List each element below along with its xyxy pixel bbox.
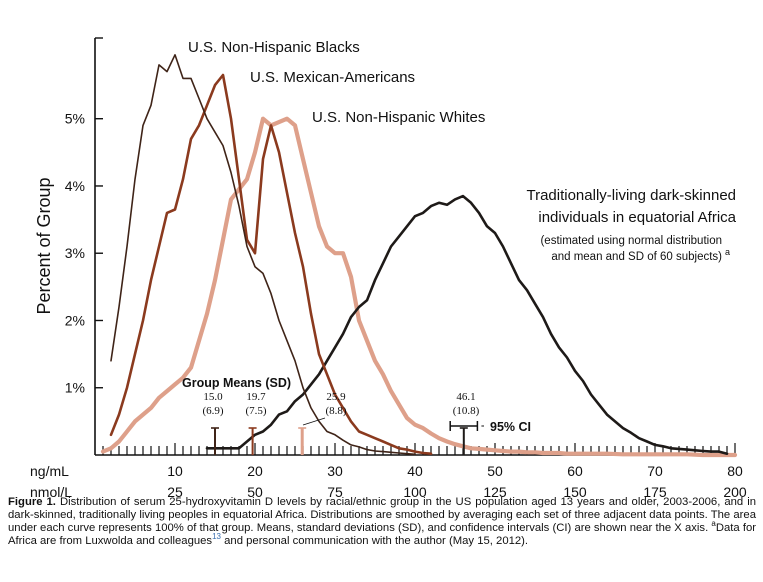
y-tick-label: 5% [65,111,85,127]
x-tick-label-nmol: 175 [643,484,667,500]
y-axis-label: Percent of Group [34,177,54,314]
x-tick-label-ng: 30 [327,463,343,479]
x-tick-label-ng: 70 [647,463,663,479]
caption-text2: Data for Africa are from Luxwolda and co… [8,522,756,547]
series-layer [100,53,738,458]
y-tick-label: 4% [65,178,85,194]
caption-text3: and personal communication with the auth… [224,535,529,547]
x-tick-label-nmol: 100 [403,484,427,500]
series-line-2 [109,73,433,456]
series-line-1 [110,53,416,456]
x-tick-label-nmol: 25 [167,484,183,500]
chart: 1% 2% 3% 4% 5% Percent of Group 10 25 20 50 30 75 40… [30,37,747,500]
x-tick-label-nmol: 125 [483,484,507,500]
series-label-4: individuals in equatorial Africa [538,209,736,226]
series-line-4 [205,194,729,456]
mean-sd-2: (7.5) [245,405,266,417]
caption-sup-a: a [711,519,716,529]
axes: 1% 2% 3% 4% 5% Percent of Group 10 25 20 50 30 75 40… [30,37,747,500]
mean-sd-3: (8.8) [325,405,346,417]
x-tick-label-nmol: 50 [247,484,263,500]
mean-value-2: 19.7 [246,391,266,403]
africa-note-line: (estimated using normal distribution [540,235,722,247]
means-layer: Group Means (SD)15.0 (6.9) 19.7 (7.5) 25.9 (8… [182,376,531,455]
x-tick-label-ng: 50 [487,463,503,479]
africa-note-line: and mean and SD of 60 subjects) [551,251,722,263]
series-label-3: U.S. Non-Hispanic Whites [312,109,485,126]
x-tick-label-nmol: 150 [563,484,587,500]
group-means-title: Group Means (SD) [182,376,291,390]
x-tick-label-ng: 60 [567,463,583,479]
y-tick-label: 2% [65,312,85,328]
x-tick-label-ng: 40 [407,463,423,479]
mean-sd-4: (10.8) [453,405,480,417]
mean-leader-3 [302,417,326,426]
figure-caption: Figure 1. Distribution of serum 25-hydro… [8,496,756,548]
x-tick-label-nmol: 75 [327,484,343,500]
caption-label: Figure 1. [8,496,56,508]
mean-value-1: 15.0 [203,391,223,403]
x-tick-label-nmol: 200 [723,484,747,500]
y-tick-label: 1% [65,380,85,396]
ci-label: 95% CI [490,420,531,434]
x-tick-label-ng: 10 [167,463,183,479]
x-tick-label-ng: 20 [247,463,263,479]
series-line-3 [100,116,738,458]
mean-sd-1: (6.9) [202,405,223,417]
caption-ref: 13 [212,532,221,542]
x-unit-ng: ng/mL [30,463,69,479]
caption-text: Distribution of serum 25-hydroxyvitamin … [8,496,756,534]
africa-note-sup: a [725,247,730,257]
series-label-4: Traditionally-living dark-skinned [526,187,736,204]
series-label-2: U.S. Mexican-Americans [250,69,415,86]
y-tick-label: 3% [65,245,85,261]
mean-value-3: 25.9 [326,391,346,403]
labels-layer: U.S. Non-Hispanic Blacks U.S. Mexican-Ame… [188,39,737,263]
mean-value-4: 46.1 [456,391,475,403]
x-tick-label-ng: 80 [727,463,743,479]
series-label-1: U.S. Non-Hispanic Blacks [188,39,360,56]
x-unit-nmol: nmol/L [30,484,72,500]
